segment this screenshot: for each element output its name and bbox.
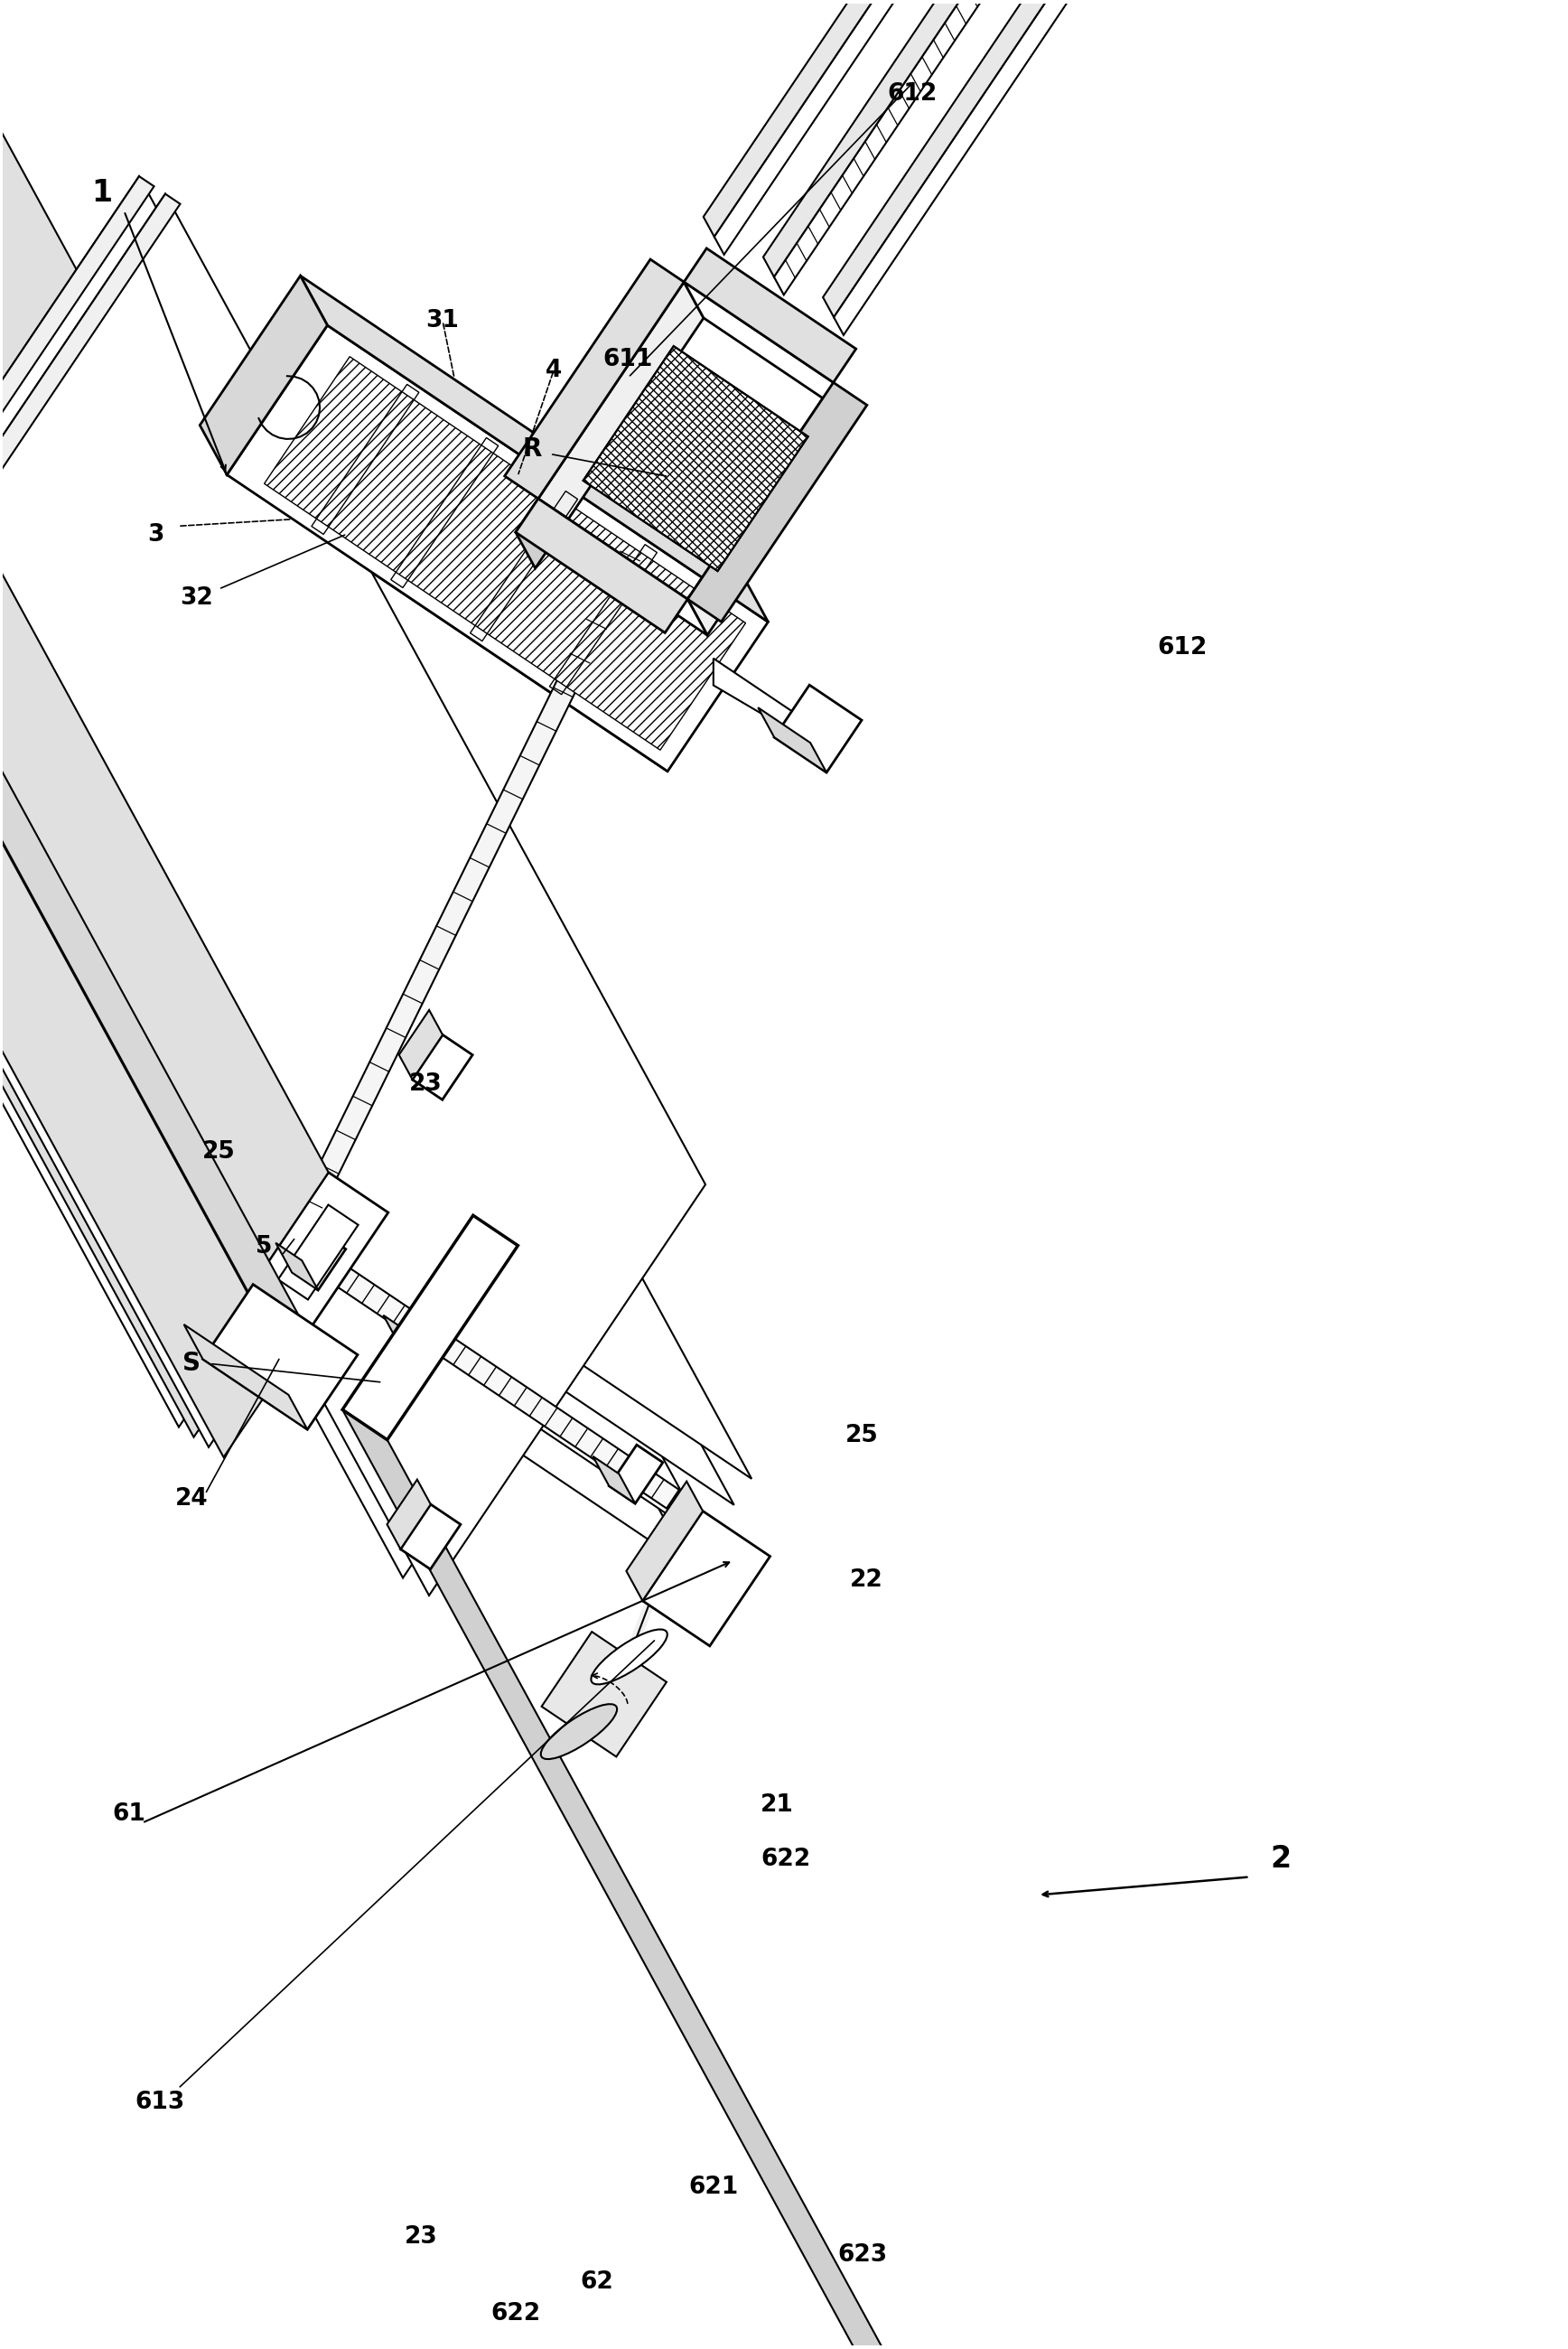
Polygon shape bbox=[285, 552, 640, 1243]
Text: 612: 612 bbox=[1157, 637, 1207, 660]
Polygon shape bbox=[823, 0, 1176, 317]
Polygon shape bbox=[412, 1036, 472, 1099]
Text: 612: 612 bbox=[887, 82, 936, 106]
Polygon shape bbox=[276, 1243, 318, 1290]
Polygon shape bbox=[0, 214, 734, 1506]
Polygon shape bbox=[278, 1205, 358, 1299]
Polygon shape bbox=[292, 1231, 345, 1290]
Text: 3: 3 bbox=[147, 524, 165, 547]
Text: 23: 23 bbox=[405, 2225, 437, 2248]
Text: 622: 622 bbox=[491, 2302, 541, 2326]
Polygon shape bbox=[775, 686, 862, 773]
Polygon shape bbox=[301, 275, 768, 622]
Text: 61: 61 bbox=[111, 1802, 146, 1825]
Polygon shape bbox=[583, 345, 808, 571]
Polygon shape bbox=[342, 1409, 1063, 2349]
Text: S: S bbox=[182, 1351, 201, 1377]
Text: 23: 23 bbox=[409, 1073, 442, 1097]
Polygon shape bbox=[684, 282, 853, 418]
Polygon shape bbox=[400, 1304, 453, 1362]
Polygon shape bbox=[0, 45, 485, 1447]
Text: 613: 613 bbox=[135, 2091, 185, 2114]
Polygon shape bbox=[342, 1214, 517, 1440]
Polygon shape bbox=[227, 324, 768, 770]
Polygon shape bbox=[0, 176, 154, 597]
Text: 25: 25 bbox=[202, 1139, 235, 1163]
Polygon shape bbox=[688, 383, 867, 622]
Polygon shape bbox=[538, 282, 704, 536]
Polygon shape bbox=[684, 249, 856, 383]
Polygon shape bbox=[757, 707, 826, 773]
Text: 623: 623 bbox=[837, 2243, 887, 2267]
Text: 31: 31 bbox=[426, 310, 459, 334]
Text: 2: 2 bbox=[1270, 1844, 1292, 1875]
Polygon shape bbox=[688, 383, 853, 634]
Polygon shape bbox=[704, 0, 1055, 237]
Polygon shape bbox=[0, 171, 221, 489]
Text: 32: 32 bbox=[179, 587, 213, 611]
Polygon shape bbox=[505, 258, 684, 498]
Text: 611: 611 bbox=[604, 348, 654, 371]
Polygon shape bbox=[775, 0, 1126, 296]
Text: 5: 5 bbox=[256, 1236, 271, 1259]
Polygon shape bbox=[0, 197, 204, 514]
Text: 622: 622 bbox=[760, 1846, 811, 1870]
Text: 4: 4 bbox=[546, 359, 561, 383]
Text: 25: 25 bbox=[845, 1423, 880, 1447]
Text: 21: 21 bbox=[760, 1792, 793, 1816]
Polygon shape bbox=[516, 498, 558, 568]
Text: 24: 24 bbox=[176, 1487, 209, 1510]
Ellipse shape bbox=[541, 1703, 618, 1759]
Polygon shape bbox=[0, 176, 679, 1579]
Ellipse shape bbox=[591, 1630, 668, 1684]
Polygon shape bbox=[248, 1172, 389, 1332]
Polygon shape bbox=[383, 1315, 425, 1362]
Text: R: R bbox=[522, 437, 541, 463]
Polygon shape bbox=[643, 1510, 770, 1647]
Polygon shape bbox=[199, 425, 668, 770]
Polygon shape bbox=[0, 56, 500, 1456]
Polygon shape bbox=[593, 1456, 635, 1503]
Polygon shape bbox=[713, 0, 1066, 254]
Polygon shape bbox=[0, 195, 180, 615]
Polygon shape bbox=[713, 658, 811, 738]
Polygon shape bbox=[0, 0, 307, 1332]
Text: 1: 1 bbox=[91, 179, 111, 207]
Polygon shape bbox=[400, 1503, 461, 1569]
Polygon shape bbox=[541, 1633, 666, 1757]
Polygon shape bbox=[0, 0, 328, 1292]
Polygon shape bbox=[764, 0, 1116, 277]
Polygon shape bbox=[0, 195, 706, 1595]
Polygon shape bbox=[0, 261, 162, 578]
Polygon shape bbox=[398, 1010, 442, 1081]
Polygon shape bbox=[183, 1325, 307, 1431]
Polygon shape bbox=[0, 277, 691, 1569]
Polygon shape bbox=[0, 186, 751, 1480]
Polygon shape bbox=[538, 498, 707, 634]
Polygon shape bbox=[387, 1480, 431, 1548]
Polygon shape bbox=[0, 249, 709, 1543]
Polygon shape bbox=[0, 235, 179, 552]
Polygon shape bbox=[608, 1445, 663, 1503]
Polygon shape bbox=[199, 275, 328, 474]
Polygon shape bbox=[285, 1233, 679, 1508]
Polygon shape bbox=[0, 26, 455, 1428]
Polygon shape bbox=[626, 1482, 702, 1600]
Text: 62: 62 bbox=[580, 2271, 613, 2295]
Polygon shape bbox=[834, 0, 1185, 336]
Text: 621: 621 bbox=[688, 2175, 739, 2199]
Polygon shape bbox=[202, 1285, 358, 1431]
Text: 22: 22 bbox=[850, 1569, 883, 1593]
Polygon shape bbox=[265, 357, 746, 749]
Polygon shape bbox=[516, 498, 688, 632]
Polygon shape bbox=[0, 35, 470, 1438]
